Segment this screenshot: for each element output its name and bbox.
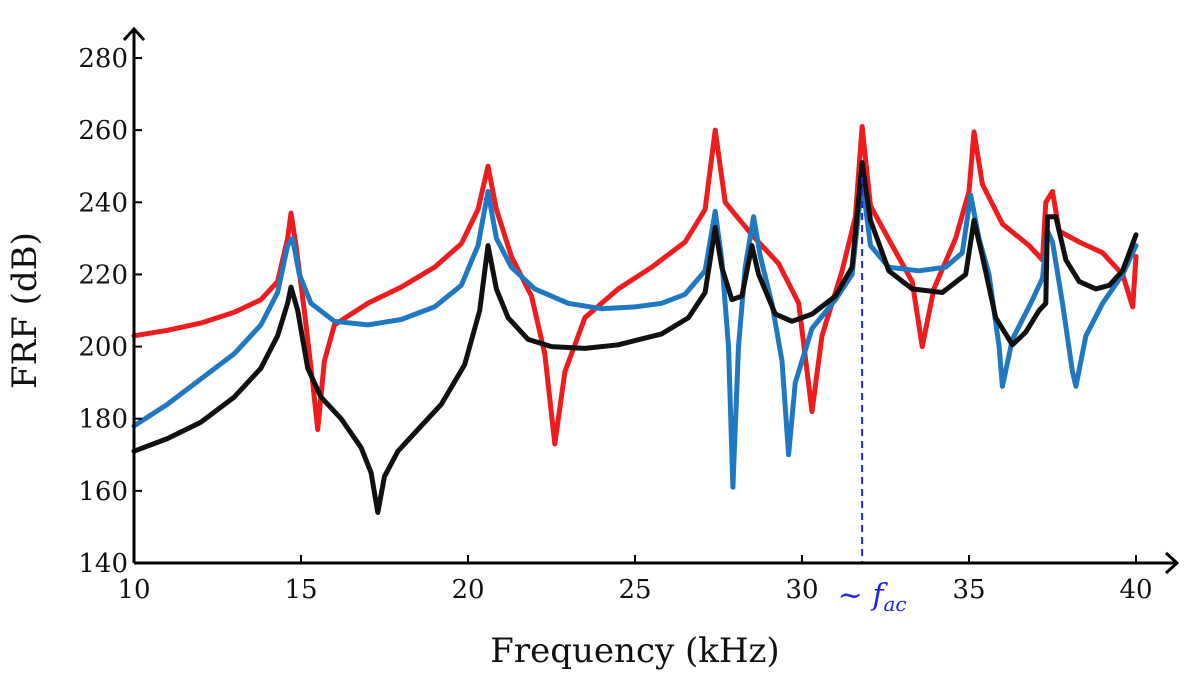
y-tick-label: 220 (78, 260, 128, 290)
x-tick-label: 15 (284, 575, 317, 605)
x-tick-label: 20 (451, 575, 484, 605)
y-tick-label: 180 (78, 405, 128, 435)
x-tick-label: 40 (1119, 575, 1152, 605)
series-blue-line (131, 178, 1139, 490)
series-black-line (131, 160, 1139, 515)
fac-marker-label: ~ fac (838, 578, 907, 616)
y-tick-label: 200 (78, 333, 128, 363)
y-tick-label: 140 (78, 549, 128, 579)
x-tick-label: 10 (117, 575, 150, 605)
x-axis-arrow (1164, 551, 1180, 575)
x-tick-label: 35 (952, 575, 985, 605)
series-red-line (131, 124, 1139, 447)
y-tick-label: 240 (78, 188, 128, 218)
y-axis-arrow (122, 26, 146, 42)
y-tick-label: 260 (78, 116, 128, 146)
series-layer (131, 124, 1139, 515)
y-axis-title: FRF (dB) (5, 232, 45, 389)
y-tick-label: 160 (78, 477, 128, 507)
x-axis-title: Frequency (kHz) (490, 631, 779, 671)
y-tick-label: 280 (78, 44, 128, 74)
x-tick-label: 25 (618, 575, 651, 605)
ticks-group: 10 15 20 25 30 35 40 140 160 180 200 220 240 260 280 (78, 44, 1152, 605)
x-tick-label: 30 (785, 575, 818, 605)
